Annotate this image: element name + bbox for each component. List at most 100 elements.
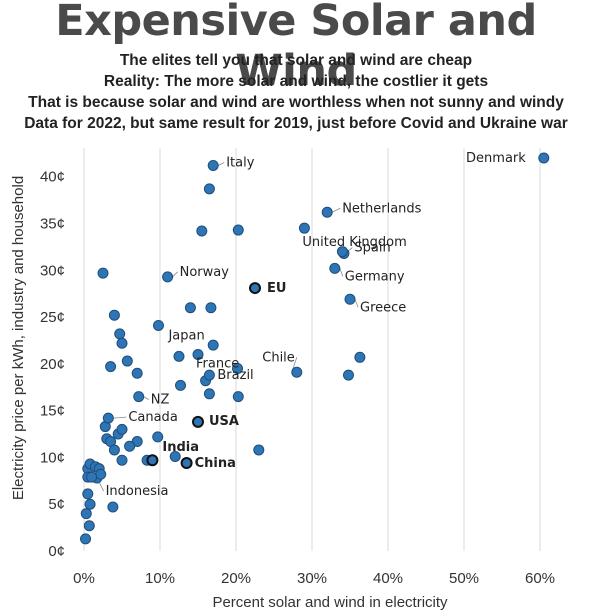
data-point (82, 488, 94, 500)
data-point (84, 498, 96, 510)
subtitle-block: The elites tell you that solar and wind … (0, 50, 592, 134)
data-point (175, 379, 187, 391)
leader-line (339, 268, 344, 277)
y-tick-label: 5¢ (48, 496, 65, 513)
leader-line (172, 271, 178, 278)
point-label-usa: USA (209, 414, 239, 429)
data-point-india (146, 454, 159, 467)
leader-line (332, 207, 341, 213)
point-label-netherlands: Netherlands (342, 201, 421, 216)
point-label-denmark: Denmark (466, 151, 526, 166)
x-tick-label: 10% (145, 570, 175, 587)
point-label-brazil: Brazil (217, 368, 253, 383)
data-point-united-kingdom (298, 222, 310, 234)
point-label-spain: Spain (354, 241, 390, 256)
point-label-indonesia: Indonesia (106, 484, 169, 499)
data-point-denmark (538, 152, 550, 164)
point-labels: Denmark Italy Netherlands United KingdomSpa… (106, 151, 527, 499)
y-tick-label: 10¢ (40, 449, 65, 466)
data-point-france (192, 349, 204, 360)
x-tick-label: 0% (73, 570, 95, 587)
data-point-eu (249, 282, 261, 295)
point-label-nz: NZ (151, 393, 170, 408)
data-point (232, 363, 244, 375)
data-point (196, 225, 208, 237)
data-point (169, 450, 181, 462)
data-point (108, 444, 120, 456)
data-point (80, 533, 92, 545)
y-tick-label: 25¢ (40, 309, 65, 326)
data-point (95, 468, 107, 480)
y-axis-label: Electricity price per kWh, industry and … (10, 176, 27, 500)
point-label-norway: Norway (180, 265, 230, 280)
subtitle-line-2: Reality: The more solar and wind, the co… (103, 73, 489, 90)
point-label-greece: Greece (360, 300, 406, 315)
data-point (342, 369, 354, 381)
data-point-norway (162, 271, 174, 283)
point-label-india: India (162, 440, 199, 455)
y-tick-label: 20¢ (40, 356, 65, 373)
data-point (203, 388, 215, 400)
data-point (184, 302, 196, 314)
y-tick-label: 15¢ (40, 403, 65, 420)
data-point-canada (102, 412, 114, 424)
data-point (173, 350, 185, 362)
data-point (232, 391, 244, 403)
data-point-spain (336, 246, 348, 258)
y-tick-labels: 0¢ 5¢ 10¢ 15¢ 20¢ 25¢ 30¢ 35¢ 40¢ (40, 169, 65, 560)
data-point (203, 183, 215, 195)
data-point-netherlands (321, 206, 333, 218)
y-tick-label: 35¢ (40, 216, 65, 233)
point-label-china: China (195, 456, 236, 471)
leader-line (143, 396, 149, 400)
data-point (152, 431, 164, 443)
point-label-germany: Germany (345, 269, 405, 284)
data-point-germany (329, 262, 341, 274)
x-tick-label: 20% (221, 570, 251, 587)
data-point (131, 367, 143, 379)
data-point (97, 267, 109, 279)
data-point (108, 309, 120, 321)
data-point (205, 302, 217, 314)
data-point-usa (192, 415, 204, 428)
data-point-japan (152, 319, 164, 331)
y-tick-label: 40¢ (40, 169, 65, 186)
x-axis-label: Percent solar and wind in electricity (212, 594, 448, 611)
data-point (253, 444, 265, 456)
point-label-eu: EU (267, 281, 286, 296)
data-point (105, 361, 117, 373)
point-label-france: France (196, 357, 239, 372)
subtitle-line-4: Data for 2022, but same result for 2019,… (24, 115, 568, 132)
data-point (124, 440, 136, 452)
x-tick-label: 30% (297, 570, 327, 587)
data-point (116, 337, 128, 349)
data-point (114, 328, 126, 340)
subtitle-line-3: That is because solar and wind are worth… (28, 94, 564, 111)
data-point (116, 423, 128, 435)
data-point (116, 454, 128, 466)
data-point (83, 520, 95, 532)
data-point (207, 339, 219, 351)
point-label-italy: Italy (226, 155, 255, 170)
data-points (80, 152, 550, 545)
data-point (80, 508, 92, 520)
data-point-brazil (203, 369, 215, 381)
data-point (354, 351, 366, 363)
data-point-greece (344, 293, 356, 305)
data-point-chile (291, 366, 303, 378)
x-tick-label: 50% (449, 570, 479, 587)
y-tick-label: 0¢ (48, 543, 65, 560)
chart-title: Expensive Solar and Wind (55, 0, 537, 96)
data-point (121, 355, 133, 367)
subtitle-line-1: The elites tell you that solar and wind … (119, 52, 473, 69)
point-label-united-kingdom: United Kingdom (302, 235, 406, 250)
data-point-italy (207, 159, 219, 171)
grid-lines (83, 148, 541, 551)
y-tick-label: 30¢ (40, 262, 65, 279)
data-point-nz (133, 391, 145, 403)
point-label-chile: Chile (262, 350, 295, 365)
data-point-china (180, 457, 193, 470)
data-point (107, 501, 119, 513)
leader-line (113, 416, 127, 419)
point-label-canada: Canada (128, 410, 177, 425)
